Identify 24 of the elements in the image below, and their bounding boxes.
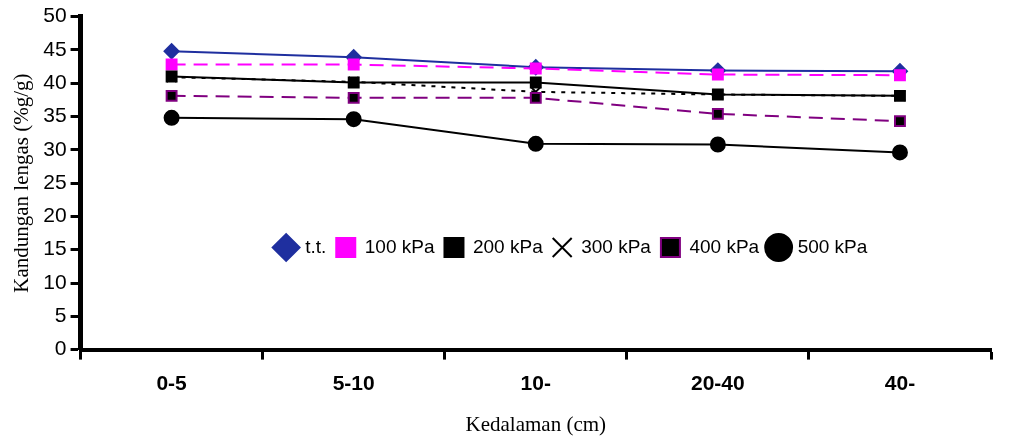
y-tick-label: 30 — [43, 136, 67, 160]
y-tick-label: 25 — [43, 169, 67, 193]
legend-label: 300 kPa — [581, 235, 652, 257]
y-tick-label: 20 — [43, 203, 67, 227]
x-tick-label: 5-10 — [332, 371, 375, 394]
y-tick-label: 35 — [43, 103, 67, 127]
x-tick-label: 20-40 — [691, 371, 745, 394]
y-tick-label: 15 — [43, 236, 67, 260]
x-axis-title: Kedalaman (cm) — [465, 411, 607, 436]
y-tick-label: 40 — [43, 70, 67, 93]
legend-label: 500 kPa — [797, 235, 868, 257]
x-tick-label: 40- — [884, 371, 916, 394]
legend-label: t.t. — [305, 235, 327, 257]
legend-label: 200 kPa — [472, 235, 544, 257]
y-tick-label: 10 — [43, 269, 67, 293]
y-tick-label: 0 — [54, 336, 67, 360]
x-tick-label: 0-5 — [156, 371, 188, 394]
legend-label: 400 kPa — [689, 235, 760, 257]
y-tick-label: 5 — [54, 303, 67, 327]
y-tick-label: 50 — [43, 3, 67, 27]
y-tick-label: 45 — [43, 36, 67, 60]
y-axis-title: Kandungan lengas (%g/g) — [9, 73, 34, 293]
legend-label: 100 kPa — [364, 235, 435, 257]
x-tick-label: 10- — [520, 371, 551, 394]
